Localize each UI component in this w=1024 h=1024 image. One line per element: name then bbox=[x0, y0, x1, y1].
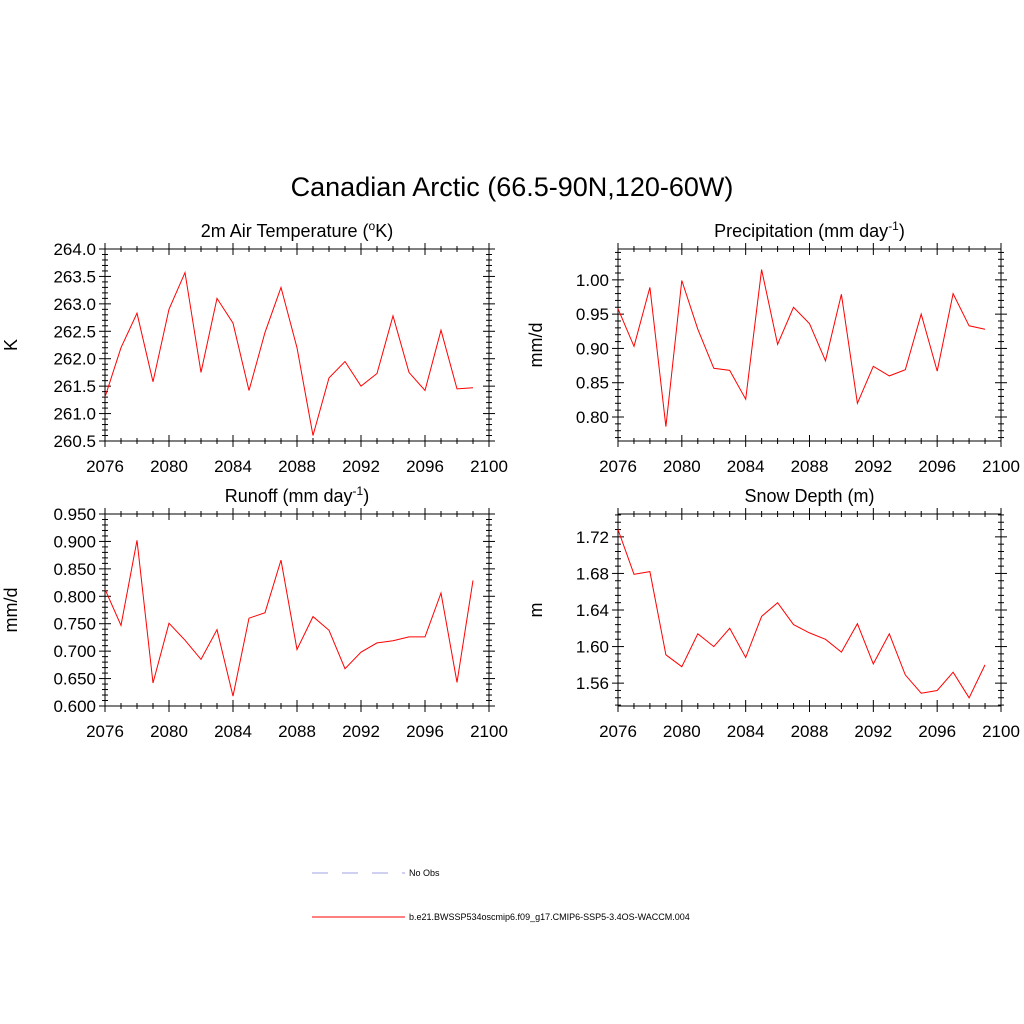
panel-title-superscript: -1 bbox=[353, 484, 364, 498]
x-tick-label: 2092 bbox=[342, 457, 380, 476]
x-tick-label: 2100 bbox=[982, 457, 1020, 476]
y-tick-label: 1.68 bbox=[576, 564, 609, 583]
plot-frame bbox=[104, 248, 490, 442]
x-tick-label: 2096 bbox=[918, 457, 956, 476]
panel-title: Runoff (mm day-1) bbox=[225, 484, 369, 506]
y-tick-label: 1.00 bbox=[576, 271, 609, 290]
y-tick-label: 0.700 bbox=[53, 642, 96, 661]
x-tick-label: 2100 bbox=[982, 722, 1020, 741]
x-tick-label: 2088 bbox=[791, 457, 829, 476]
model-series-line bbox=[617, 529, 986, 699]
x-tick-label: 2080 bbox=[150, 457, 188, 476]
legend-label: b.e21.BWSSP534oscmip6.f09_g17.CMIP6-SSP5… bbox=[409, 912, 690, 922]
panel-precipitation: Precipitation (mm day-1) 2076 2080 2084 2088… bbox=[526, 219, 1020, 476]
x-tick-label: 2096 bbox=[918, 722, 956, 741]
panel-runoff: Runoff (mm day-1) 2076 2080 2084 2088 2092 209… bbox=[1, 484, 508, 741]
y-axis-label: mm/d bbox=[1, 588, 21, 633]
y-tick-label: 0.90 bbox=[576, 339, 609, 358]
panel-title-tail: ) bbox=[899, 221, 905, 241]
y-tick-label: 0.650 bbox=[53, 670, 96, 689]
model-series-line bbox=[104, 270, 474, 436]
x-tick-label: 2076 bbox=[599, 457, 637, 476]
y-tick-label: 1.64 bbox=[576, 601, 609, 620]
legend: No Obs b.e21.BWSSP534oscmip6.f09_g17.CMIP… bbox=[312, 868, 690, 922]
panel-title-tail: K) bbox=[375, 221, 393, 241]
x-tick-label: 2080 bbox=[663, 457, 701, 476]
y-tick-label: 1.56 bbox=[576, 674, 609, 693]
legend-label: No Obs bbox=[409, 868, 440, 878]
y-axis-label: mm/d bbox=[526, 323, 546, 368]
x-tick-label: 2088 bbox=[791, 722, 829, 741]
x-tick-label: 2096 bbox=[406, 722, 444, 741]
x-tick-label: 2080 bbox=[150, 722, 188, 741]
y-tick-label: 260.5 bbox=[53, 432, 96, 451]
panel-air-temperature: 2m Air Temperature (oK) 2076 2080 2084 2088 2… bbox=[1, 219, 508, 476]
x-tick-label: 2100 bbox=[470, 722, 508, 741]
y-tick-label: 264.0 bbox=[53, 240, 96, 259]
y-tick-label: 262.5 bbox=[53, 322, 96, 341]
x-tick-label: 2076 bbox=[599, 722, 637, 741]
x-tick-label: 2080 bbox=[663, 722, 701, 741]
y-axis-label: K bbox=[1, 339, 21, 351]
y-tick-label: 1.72 bbox=[576, 528, 609, 547]
x-tick-label: 2084 bbox=[214, 722, 252, 741]
x-tick-label: 2084 bbox=[727, 457, 765, 476]
x-tick-label: 2084 bbox=[727, 722, 765, 741]
panel-snow-depth: Snow Depth (m) 2076 2080 2084 2088 2092 2096 21… bbox=[526, 486, 1020, 741]
x-tick-label: 2088 bbox=[278, 457, 316, 476]
plot-frame bbox=[104, 513, 490, 707]
y-tick-label: 0.850 bbox=[53, 560, 96, 579]
y-tick-label: 0.95 bbox=[576, 305, 609, 324]
panel-title-superscript: -1 bbox=[888, 219, 899, 233]
x-tick-label: 2092 bbox=[854, 457, 892, 476]
panels-group: 2m Air Temperature (oK)2076 2080 2084 2088 2… bbox=[1, 219, 1020, 741]
panel-title-superscript: o bbox=[369, 219, 376, 233]
x-tick-label: 2088 bbox=[278, 722, 316, 741]
y-tick-label: 263.0 bbox=[53, 295, 96, 314]
x-tick-label: 2084 bbox=[214, 457, 252, 476]
panel-title-tail: ) bbox=[363, 486, 369, 506]
y-tick-label: 0.85 bbox=[576, 374, 609, 393]
y-tick-label: 0.600 bbox=[53, 697, 96, 716]
y-axis-label: m bbox=[526, 603, 546, 618]
figure-title: Canadian Arctic (66.5-90N,120-60W) bbox=[291, 172, 734, 202]
model-series-line bbox=[104, 540, 474, 697]
y-tick-label: 261.5 bbox=[53, 377, 96, 396]
y-tick-label: 0.800 bbox=[53, 587, 96, 606]
y-tick-label: 0.80 bbox=[576, 408, 609, 427]
y-tick-label: 263.5 bbox=[53, 267, 96, 286]
y-tick-label: 0.950 bbox=[53, 505, 96, 524]
y-tick-label: 1.60 bbox=[576, 638, 609, 657]
panel-title: Snow Depth (m) bbox=[744, 486, 874, 506]
x-tick-label: 2092 bbox=[342, 722, 380, 741]
x-tick-label: 2092 bbox=[854, 722, 892, 741]
y-tick-label: 262.0 bbox=[53, 350, 96, 369]
panel-title-main: 2m Air Temperature ( bbox=[201, 221, 369, 241]
y-tick-label: 0.900 bbox=[53, 532, 96, 551]
x-tick-label: 2100 bbox=[470, 457, 508, 476]
panel-title-main: Snow Depth (m) bbox=[744, 486, 874, 506]
panel-title-main: Runoff (mm day bbox=[225, 486, 353, 506]
x-tick-label: 2076 bbox=[86, 722, 124, 741]
plot-frame bbox=[617, 513, 1002, 707]
panel-title: Precipitation (mm day-1) bbox=[714, 219, 905, 241]
y-tick-label: 261.0 bbox=[53, 405, 96, 424]
x-tick-label: 2096 bbox=[406, 457, 444, 476]
panel-title: 2m Air Temperature (oK) bbox=[201, 219, 393, 241]
panel-title-main: Precipitation (mm day bbox=[714, 221, 888, 241]
x-tick-label: 2076 bbox=[86, 457, 124, 476]
model-series-line bbox=[617, 269, 986, 427]
y-tick-label: 0.750 bbox=[53, 615, 96, 634]
plot-frame bbox=[617, 248, 1002, 442]
